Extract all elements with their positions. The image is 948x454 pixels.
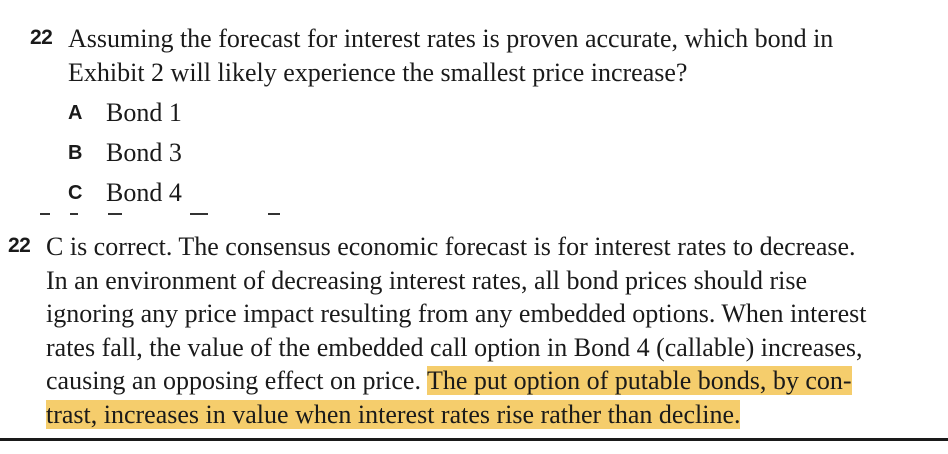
answer-line-5: causing an opposing effect on price. The… [46, 364, 946, 398]
answer-text: C is correct. The consensus economic for… [46, 230, 946, 431]
answer-line-6: trast, increases in value when interest … [46, 398, 946, 432]
bottom-rule [0, 438, 948, 441]
question-text-line-1: Assuming the forecast for interest rates… [68, 24, 834, 53]
choice-text: Bond 4 [106, 178, 182, 207]
choice-text: Bond 3 [106, 138, 182, 167]
highlighted-text: The put option of putable bonds, by con- [427, 366, 852, 395]
question-number: 22 [30, 26, 53, 49]
highlighted-text: trast, increases in value when interest … [46, 399, 741, 429]
choice-text: Bond 1 [106, 98, 182, 127]
answer-line-4: rates fall, the value of the embedded ca… [46, 332, 863, 362]
question-text: Assuming the forecast for interest rates… [68, 22, 928, 90]
cut-off-text-fragment [40, 213, 300, 217]
choice-letter: B [68, 142, 83, 164]
answer-line-3: ignoring any price impact resulting from… [46, 299, 867, 328]
choice-a: A Bond 1 [68, 96, 468, 130]
answer-line-1: C is correct. The consensus economic for… [46, 232, 856, 261]
question-text-line-2: Exhibit 2 will likely experience the sma… [68, 58, 688, 87]
choice-letter: C [68, 182, 83, 204]
choice-letter: A [68, 102, 83, 124]
choice-c: C Bond 4 [68, 176, 468, 210]
answer-line-5-plain: causing an opposing effect on price. [46, 366, 427, 395]
choice-b: B Bond 3 [68, 136, 468, 170]
answer-number: 22 [8, 234, 31, 257]
answer-line-2: In an environment of decreasing interest… [46, 265, 807, 295]
